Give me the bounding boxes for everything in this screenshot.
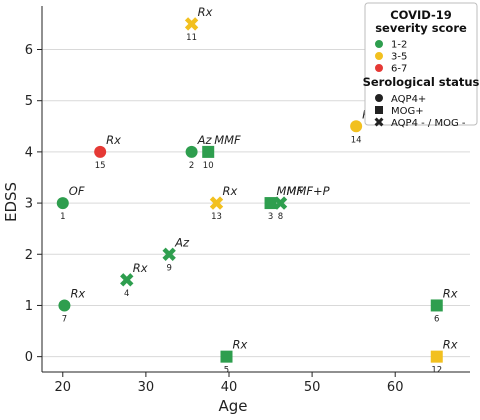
patient-id-label: 15	[95, 161, 106, 171]
point-marker	[184, 17, 199, 31]
data-point: Rx 7	[58, 286, 85, 324]
treatment-label: MMF	[214, 133, 241, 147]
treatment-label: Rx	[198, 5, 213, 19]
data-point: MMF+P 8	[273, 184, 330, 222]
treatment-label: MMF+P	[287, 184, 330, 198]
y-tick-label: 6	[25, 43, 33, 58]
treatment-label: Rx	[70, 286, 85, 300]
point-marker	[185, 145, 198, 158]
x-axis-label: Age	[218, 397, 247, 415]
patient-id-label: 4	[124, 289, 129, 299]
legend-sero-marker	[374, 117, 384, 127]
legend-sero-marker	[375, 94, 383, 102]
legend-covid-marker	[375, 64, 383, 72]
point-marker	[94, 145, 107, 158]
patient-id-label: 7	[62, 314, 67, 324]
point-marker	[220, 350, 233, 363]
data-point: MMF 10	[202, 133, 241, 171]
data-point: Rx 11	[184, 5, 213, 43]
treatment-label: Az	[174, 235, 190, 249]
data-point: MMF 3	[264, 184, 304, 222]
point-marker	[264, 197, 277, 210]
x-marker-stroke	[162, 247, 176, 261]
gridlines	[42, 49, 470, 358]
x-marker-stroke	[184, 17, 199, 31]
treatment-label: Rx	[232, 338, 247, 352]
point-marker	[273, 196, 288, 210]
treatment-label: Rx	[223, 184, 238, 198]
patient-id-label: 3	[268, 212, 273, 222]
point-marker	[162, 247, 176, 261]
treatment-label: Az	[197, 133, 213, 147]
legend-sero-marker	[375, 106, 383, 114]
legend-sero-label: AQP4 - / MOG -	[391, 118, 466, 129]
point-marker	[350, 120, 363, 133]
treatment-label: Rx	[443, 286, 458, 300]
treatment-label: Rx	[443, 338, 458, 352]
patient-id-label: 9	[166, 263, 171, 273]
treatment-label: Rx	[133, 261, 148, 275]
point-marker	[209, 196, 224, 210]
point-marker	[430, 350, 443, 363]
x-marker-stroke	[120, 273, 134, 287]
x-tick-label: 40	[221, 380, 238, 395]
point-marker	[430, 299, 443, 312]
y-tick-label: 0	[25, 350, 33, 365]
data-point: Rx 12	[430, 338, 458, 376]
patient-id-label: 2	[189, 161, 194, 171]
x-tick-label: 50	[304, 380, 321, 395]
y-tick-label: 3	[25, 197, 33, 212]
patient-id-label: 14	[351, 135, 362, 145]
y-tick-label: 2	[25, 248, 33, 263]
legend-covid-marker	[375, 40, 383, 48]
x-tick-label: 30	[138, 380, 155, 395]
point-marker	[202, 145, 215, 158]
legend-covid-title: severity score	[375, 21, 467, 35]
legend-box	[364, 2, 478, 126]
legend-covid-label: 6-7	[391, 64, 407, 75]
legend-sero-label: MOG+	[391, 106, 424, 117]
x-tick-label: 60	[387, 380, 404, 395]
legend-covid-label: 3-5	[391, 52, 407, 63]
point-marker	[120, 273, 134, 287]
legend-covid-marker	[375, 52, 383, 60]
legend-sero-title: Serological status	[363, 75, 480, 89]
point-marker	[58, 299, 71, 312]
legend-sero-label: AQP4+	[391, 94, 426, 105]
data-point: Az 9	[162, 235, 190, 273]
patient-id-label: 13	[211, 212, 222, 222]
patient-id-label: 10	[203, 161, 214, 171]
x-tick-label: 20	[55, 380, 72, 395]
data-point: Rx 5	[220, 338, 247, 376]
data-point: Rx 6	[430, 286, 458, 324]
patient-id-label: 12	[431, 366, 442, 376]
data-point: Az 2	[185, 133, 213, 171]
legend-covid-title: COVID-19	[390, 8, 452, 22]
y-axis-label: EDSS	[2, 182, 20, 222]
patient-id-label: 1	[60, 212, 65, 222]
treatment-label: OF	[69, 184, 85, 198]
data-point: Rx 13	[209, 184, 238, 222]
x-marker-stroke	[374, 117, 384, 127]
data-point: Rx 4	[120, 261, 148, 299]
y-tick-label: 4	[25, 145, 33, 160]
treatment-label: MMF	[277, 184, 304, 198]
x-marker-stroke	[209, 196, 224, 210]
patient-id-label: 6	[434, 314, 439, 324]
data-point: Rx 15	[94, 133, 121, 171]
x-marker-stroke	[273, 196, 288, 210]
y-tick-label: 1	[25, 299, 33, 314]
patient-id-label: 8	[278, 212, 283, 222]
y-tick-label: 5	[25, 94, 33, 109]
point-marker	[56, 197, 69, 210]
patient-id-label: 5	[224, 366, 229, 376]
patient-id-label: 11	[186, 33, 197, 43]
data-point: OF 1	[56, 184, 85, 222]
legend-covid-label: 1-2	[391, 40, 407, 51]
treatment-label: Rx	[106, 133, 121, 147]
